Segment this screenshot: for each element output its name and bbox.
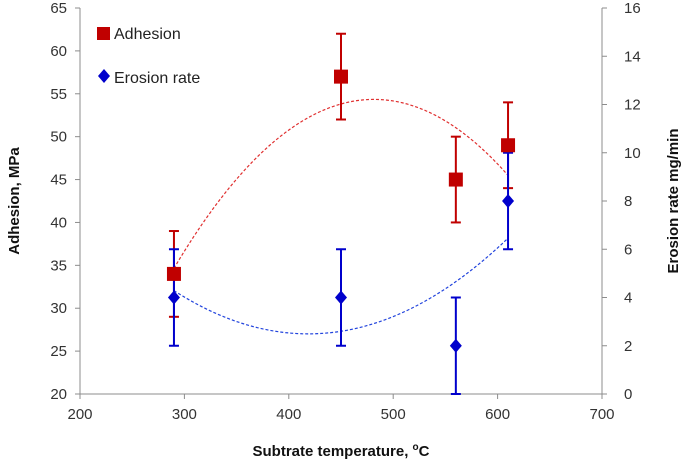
legend-adhesion-marker [97, 27, 110, 40]
trend-line-adhesion [173, 98, 509, 269]
y-tick-label: 30 [50, 300, 67, 317]
y-tick-label: 35 [50, 257, 67, 274]
x-axis-title-text: Subtrate temperature, [253, 443, 413, 459]
x-tick-label: 600 [485, 406, 510, 423]
legend: Adhesion Erosion rate [97, 26, 200, 87]
erosion-point [449, 338, 462, 353]
x-axis-title: Subtrate temperature, oC [253, 442, 430, 459]
legend-adhesion-label: Adhesion [114, 26, 181, 43]
adhesion-point [166, 266, 181, 281]
erosion-point [167, 290, 180, 305]
y-tick-label: 60 [50, 43, 67, 60]
y2-axis-ticks: 0 2 4 6 8 10 12 14 16 [602, 0, 641, 403]
error-bars [168, 32, 514, 395]
y2-axis-title: Erosion rate mg/min [665, 128, 682, 273]
data-points [166, 69, 516, 353]
erosion-point [502, 194, 515, 208]
adhesion-point [448, 172, 463, 187]
y-tick-label: 55 [50, 86, 67, 103]
y-tick-label: 65 [50, 0, 67, 17]
y-axis-title: Adhesion, MPa [6, 147, 23, 255]
adhesion-point [334, 69, 348, 84]
legend-erosion-marker [98, 69, 110, 83]
x-tick-label: 400 [276, 406, 301, 423]
x-axis-ticks: 200 300 400 500 600 700 [67, 394, 615, 423]
y-tick-label: 25 [50, 343, 67, 360]
erosion-point [335, 290, 347, 305]
x-tick-label: 200 [67, 406, 92, 423]
y-tick-label: 20 [50, 386, 67, 403]
y-axis-ticks: 20 25 30 35 40 45 50 55 60 65 [50, 0, 80, 403]
y2-tick-label: 12 [624, 97, 641, 114]
y2-tick-label: 6 [624, 241, 632, 258]
legend-erosion-label: Erosion rate [114, 70, 200, 87]
y-tick-label: 50 [50, 129, 67, 146]
x-axis-title-unit-c: C [419, 443, 430, 459]
x-tick-label: 500 [381, 406, 406, 423]
y2-tick-label: 2 [624, 338, 632, 355]
y2-tick-label: 16 [624, 0, 641, 17]
x-axis-title-unit-o: o [413, 442, 419, 453]
y2-tick-label: 4 [624, 290, 632, 307]
y-tick-label: 40 [50, 214, 67, 231]
y2-tick-label: 8 [624, 193, 632, 210]
y2-tick-label: 0 [624, 386, 632, 403]
adhesion-point [501, 138, 516, 153]
y-tick-label: 45 [50, 172, 67, 189]
x-tick-label: 300 [172, 406, 197, 423]
y2-tick-label: 10 [624, 145, 641, 162]
x-tick-label: 700 [589, 406, 614, 423]
y2-tick-label: 14 [624, 48, 641, 65]
